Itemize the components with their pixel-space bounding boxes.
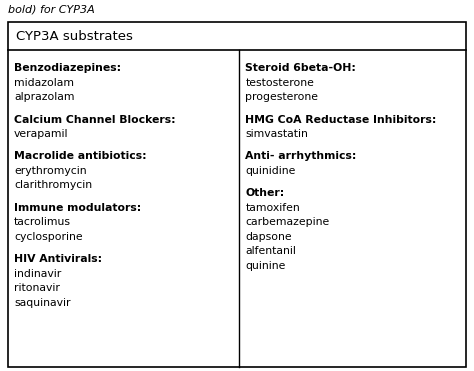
Text: Benzodiazepines:: Benzodiazepines: [14, 63, 121, 73]
Text: tamoxifen: tamoxifen [245, 203, 300, 213]
Text: HMG CoA Reductase Inhibitors:: HMG CoA Reductase Inhibitors: [245, 115, 437, 125]
Text: carbemazepine: carbemazepine [245, 217, 329, 227]
Text: quinine: quinine [245, 261, 286, 271]
Text: alfentanil: alfentanil [245, 246, 296, 256]
Text: indinavir: indinavir [14, 269, 61, 279]
Text: Macrolide antibiotics:: Macrolide antibiotics: [14, 151, 146, 161]
Text: cyclosporine: cyclosporine [14, 232, 82, 242]
Text: saquinavir: saquinavir [14, 298, 71, 308]
Text: erythromycin: erythromycin [14, 166, 87, 176]
Text: ritonavir: ritonavir [14, 283, 60, 293]
Text: midazolam: midazolam [14, 78, 74, 88]
Text: HIV Antivirals:: HIV Antivirals: [14, 255, 102, 265]
Text: Immune modulators:: Immune modulators: [14, 203, 141, 213]
Text: dapsone: dapsone [245, 232, 292, 242]
Text: tacrolimus: tacrolimus [14, 217, 71, 227]
Text: progesterone: progesterone [245, 92, 318, 102]
Text: clarithromycin: clarithromycin [14, 181, 92, 190]
Text: simvastatin: simvastatin [245, 129, 308, 139]
Text: CYP3A substrates: CYP3A substrates [16, 30, 133, 43]
Text: testosterone: testosterone [245, 78, 314, 88]
Text: Steroid 6beta-OH:: Steroid 6beta-OH: [245, 63, 356, 73]
Text: Calcium Channel Blockers:: Calcium Channel Blockers: [14, 115, 176, 125]
Text: Other:: Other: [245, 188, 284, 198]
Text: Anti- arrhythmics:: Anti- arrhythmics: [245, 151, 356, 161]
Text: bold) for CYP3A: bold) for CYP3A [8, 4, 95, 14]
Text: quinidine: quinidine [245, 166, 296, 176]
Text: alprazolam: alprazolam [14, 92, 74, 102]
Text: verapamil: verapamil [14, 129, 69, 139]
